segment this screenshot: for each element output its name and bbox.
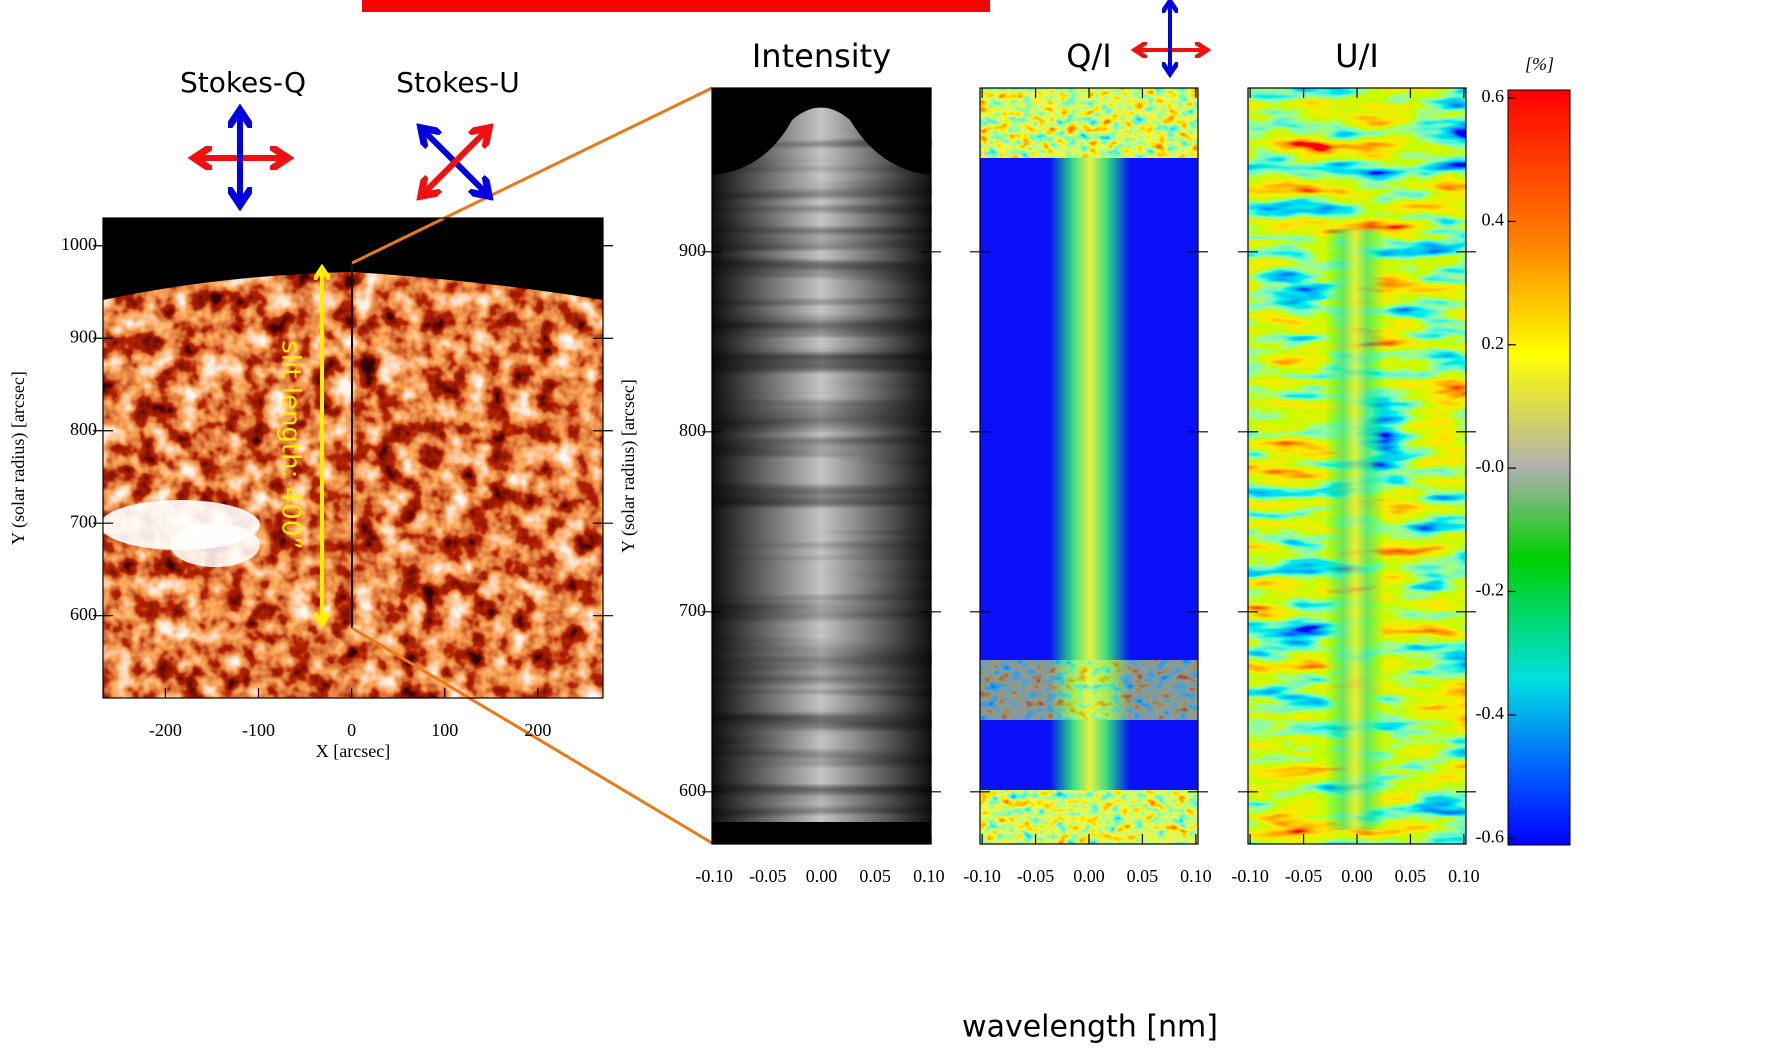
y-axis-label: Y (solar radius) [arcsec] <box>618 379 639 553</box>
colorbar-tick-label: 0.2 <box>1482 333 1505 353</box>
y-tick-label: 900 <box>70 326 97 346</box>
colorbar-title: [%] <box>1525 54 1554 74</box>
x-tick-label: -0.10 <box>695 866 733 886</box>
annotation: Stokes-Q <box>180 66 306 99</box>
x-tick-label: -0.05 <box>1285 866 1323 886</box>
banner <box>362 0 990 12</box>
y-tick-label: 700 <box>679 600 706 620</box>
y-tick-label: 1000 <box>61 234 97 254</box>
y-tick-label: 800 <box>70 419 97 439</box>
zoom-line <box>351 626 713 845</box>
y-tick-label: 700 <box>70 511 97 531</box>
x-tick-label: 0 <box>347 720 356 740</box>
x-tick-label: 0.10 <box>1180 866 1212 886</box>
x-tick-label: 0.10 <box>1448 866 1480 886</box>
x-tick-label: 0.00 <box>1073 866 1105 886</box>
panel-title: Q/I <box>1066 37 1111 75</box>
colorbar-tick-label: -0.0 <box>1476 456 1505 476</box>
x-axis-label: X [arcsec] <box>316 741 390 761</box>
x-tick-label: 0.00 <box>1341 866 1373 886</box>
colorbar-tick-label: -0.6 <box>1476 826 1505 846</box>
polarization-arrows <box>197 3 1205 202</box>
zoom-line <box>351 86 713 265</box>
colorbar-tick-label: -0.2 <box>1476 580 1505 600</box>
annotation: Stokes-U <box>396 66 520 99</box>
x-axis-label: wavelength [nm] <box>962 1010 1218 1045</box>
x-tick-label: -200 <box>149 720 182 740</box>
y-axis-label: Y (solar radius) [arcsec] <box>8 371 29 545</box>
x-tick-label: 0.05 <box>859 866 891 886</box>
q-over-i-image <box>980 88 1198 844</box>
x-tick-label: 100 <box>431 720 458 740</box>
x-tick-label: -0.10 <box>1231 866 1269 886</box>
x-tick-label: 200 <box>524 720 551 740</box>
x-tick-label: -100 <box>242 720 275 740</box>
x-tick-label: 0.05 <box>1395 866 1427 886</box>
panel-title: U/I <box>1335 37 1379 75</box>
y-tick-label: 600 <box>70 604 97 624</box>
map-image <box>100 218 603 698</box>
u-over-i-image <box>1248 88 1466 844</box>
x-tick-label: -0.05 <box>749 866 787 886</box>
intensity-image <box>712 88 931 844</box>
panel-title: Intensity <box>752 37 891 75</box>
colorbar-tick-label: -0.4 <box>1476 703 1505 723</box>
y-tick-label: 800 <box>679 420 706 440</box>
x-tick-label: 0.05 <box>1127 866 1159 886</box>
colorbar <box>1507 89 1571 846</box>
x-tick-label: 0.00 <box>806 866 838 886</box>
colorbar-tick-label: 0.4 <box>1482 210 1505 230</box>
y-tick-label: 600 <box>679 780 706 800</box>
x-tick-label: -0.05 <box>1017 866 1055 886</box>
x-tick-label: 0.10 <box>913 866 945 886</box>
y-tick-label: 900 <box>679 240 706 260</box>
x-tick-label: -0.10 <box>963 866 1001 886</box>
plot-frame <box>102 217 604 699</box>
annotation: slit length: 400” <box>276 340 306 549</box>
colorbar-tick-label: 0.6 <box>1482 86 1505 106</box>
